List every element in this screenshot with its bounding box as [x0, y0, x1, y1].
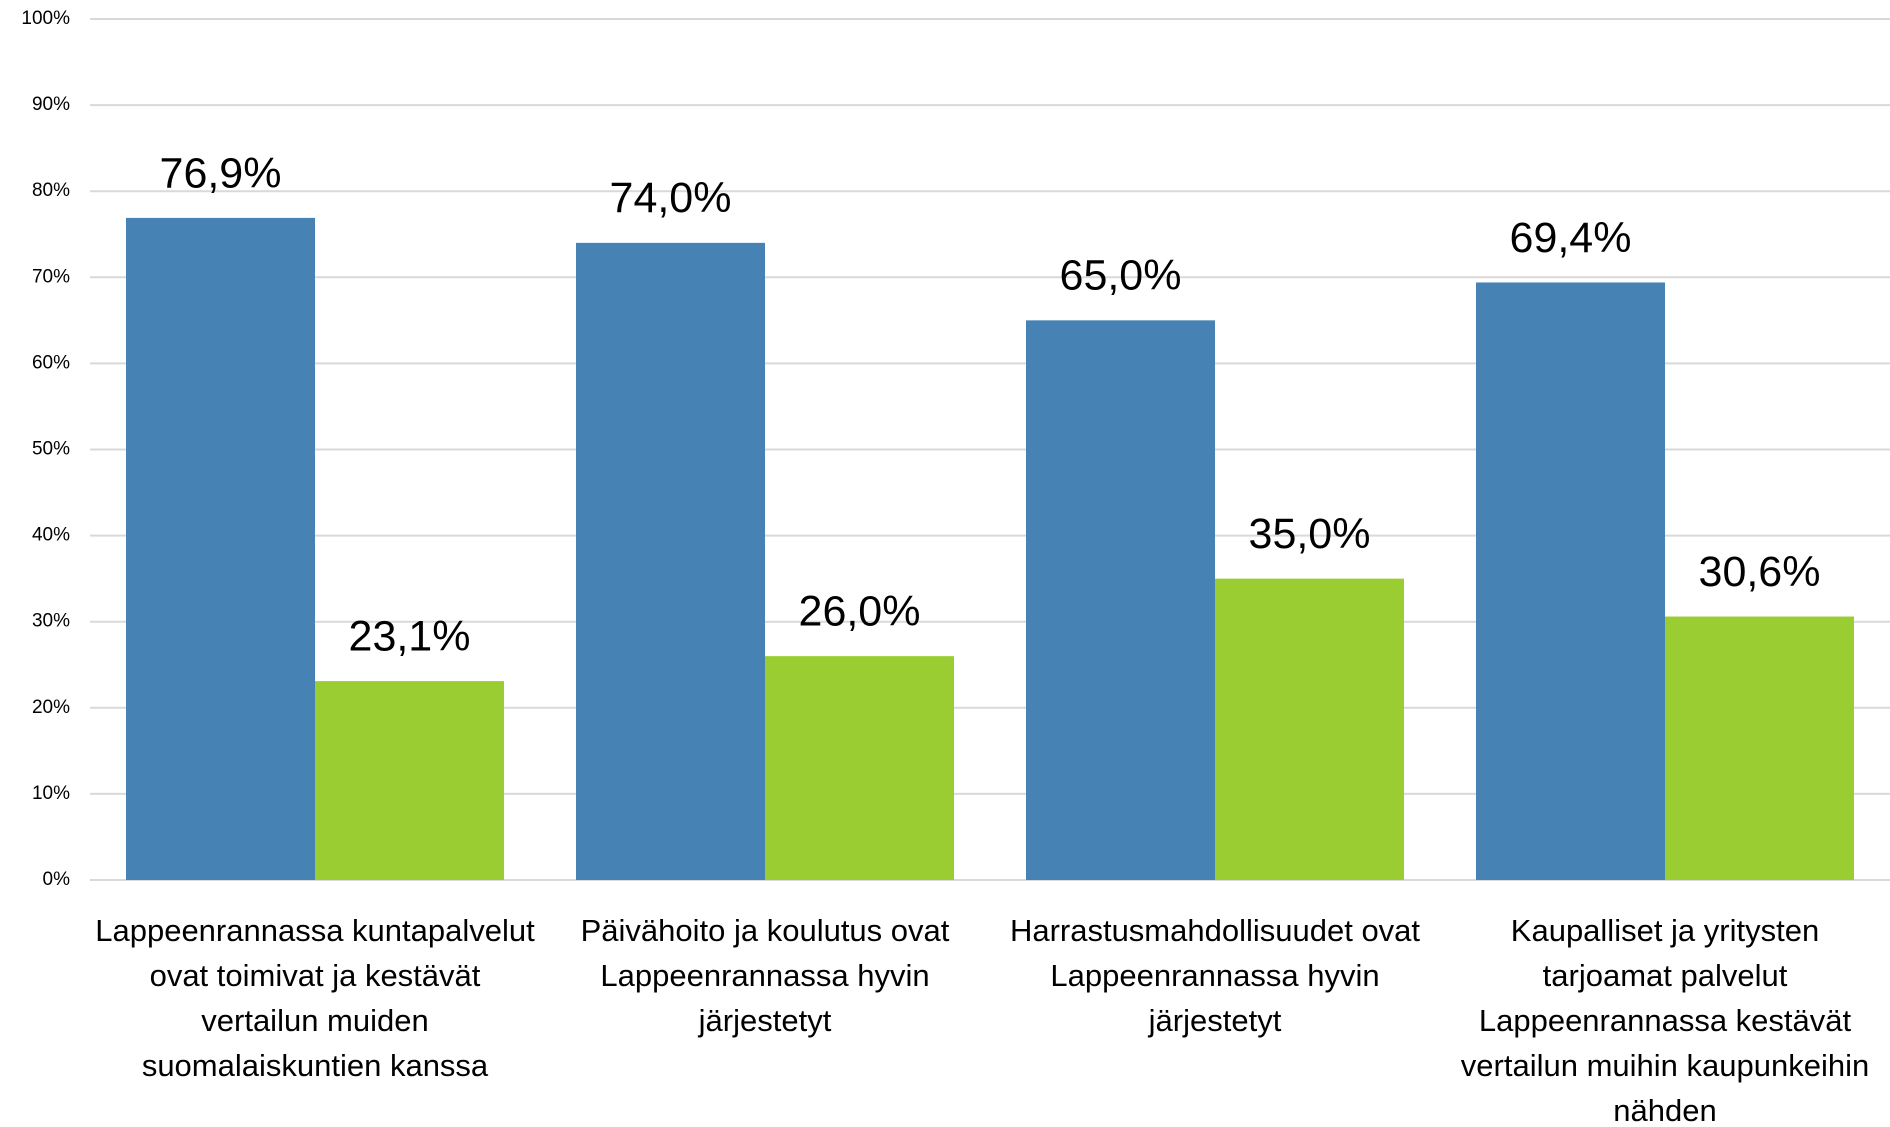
value-label: 76,9% — [160, 149, 282, 197]
y-tick-label: 80% — [32, 180, 70, 201]
y-tick-label: 90% — [32, 94, 70, 115]
y-tick-label: 50% — [32, 439, 70, 460]
x-tick-label: Päivähoito ja koulutus ovat Lappeenranna… — [580, 913, 950, 1038]
y-tick-label: 20% — [32, 697, 70, 718]
bar — [1665, 616, 1854, 880]
value-label: 30,6% — [1699, 548, 1821, 596]
value-label: 35,0% — [1249, 510, 1371, 558]
x-tick-label: Lappeenrannassa kuntapalvelut ovat toimi… — [95, 913, 535, 1083]
value-label: 65,0% — [1060, 252, 1182, 300]
y-tick-label: 30% — [32, 611, 70, 632]
x-tick-label: Harrastusmahdollisuudet ovat Lappeenrann… — [1009, 913, 1421, 1038]
y-tick-label: 100% — [21, 8, 70, 29]
value-label: 74,0% — [610, 174, 732, 222]
bar — [126, 217, 315, 881]
bar — [1026, 320, 1215, 881]
bar — [1476, 282, 1665, 880]
y-tick-label: 40% — [32, 525, 70, 546]
y-tick-label: 0% — [43, 869, 71, 890]
y-tick-label: 60% — [32, 352, 70, 373]
value-label: 69,4% — [1510, 214, 1632, 262]
bar — [315, 681, 504, 880]
x-tick-label: Kaupalliset ja yritysten tarjoamat palve… — [1460, 913, 1870, 1127]
bar — [1215, 578, 1404, 880]
y-tick-label: 10% — [32, 783, 70, 804]
bar — [576, 242, 765, 881]
value-label: 23,1% — [349, 612, 471, 660]
bar — [765, 656, 954, 880]
y-tick-label: 70% — [32, 266, 70, 287]
value-label: 26,0% — [799, 587, 921, 635]
